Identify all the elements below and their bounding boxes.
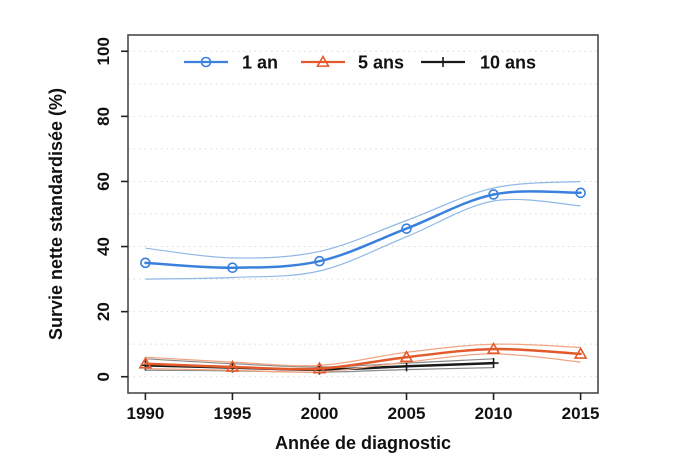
ci-upper-5-ans bbox=[145, 343, 581, 367]
marker-triangle-5-ans-1995 bbox=[225, 359, 240, 372]
legend-triangle-icon bbox=[316, 54, 330, 67]
y-axis-title: Survie nette standardisée (%) bbox=[46, 88, 66, 340]
marker-plus-10-ans-2005 bbox=[401, 361, 412, 372]
legend-label-1-an: 1 an bbox=[242, 53, 278, 73]
series-1-an bbox=[140, 180, 586, 280]
legend-item-5-ans: 5 ans bbox=[301, 53, 404, 73]
legend-plus-icon bbox=[438, 57, 448, 67]
x-tick-label-1990: 1990 bbox=[126, 404, 164, 423]
legend-item-10-ans: 10 ans bbox=[421, 53, 536, 73]
legend-label-5-ans: 5 ans bbox=[358, 53, 404, 73]
y-tick-label-60: 60 bbox=[94, 172, 113, 191]
plot-box bbox=[127, 34, 599, 394]
marker-triangle-5-ans-2010 bbox=[486, 341, 501, 354]
y-tick-label-100: 100 bbox=[94, 37, 113, 65]
marker-circle-1-an-2000 bbox=[314, 255, 325, 267]
y-tick-label-80: 80 bbox=[94, 107, 113, 126]
axis-ticks: 1990 1995 2000 2005 2010 2015 0 20 40 60 80 100 bbox=[94, 37, 600, 423]
y-tick-label-40: 40 bbox=[94, 237, 113, 256]
x-tick-label-2005: 2005 bbox=[388, 404, 426, 423]
marker-triangle-5-ans-2000 bbox=[312, 361, 327, 374]
ci-lower-5-ans bbox=[145, 353, 581, 373]
legend-label-10-ans: 10 ans bbox=[480, 53, 536, 73]
y-tick-label-0: 0 bbox=[94, 372, 113, 381]
marker-triangle-5-ans-2005 bbox=[399, 350, 414, 363]
marker-circle-1-an-2010 bbox=[488, 189, 499, 200]
marker-triangle-5-ans-1990 bbox=[138, 356, 153, 369]
legend: 1 an 5 ans 10 ans bbox=[184, 53, 536, 73]
ci-lower-1-an bbox=[145, 198, 581, 280]
marker-circle-1-an-1995 bbox=[227, 262, 238, 274]
x-tick-label-2010: 2010 bbox=[475, 404, 513, 423]
marker-circle-1-an-1990 bbox=[140, 257, 151, 269]
gridlines bbox=[128, 50, 598, 378]
series-layer bbox=[138, 180, 588, 375]
line-5-ans bbox=[144, 347, 582, 371]
x-tick-label-2015: 2015 bbox=[562, 404, 600, 423]
legend-item-1-an: 1 an bbox=[184, 53, 278, 73]
marker-triangle-5-ans-2015 bbox=[573, 346, 588, 359]
legend-circle-icon bbox=[200, 56, 212, 68]
ci-upper-1-an bbox=[145, 180, 581, 259]
plot-border bbox=[127, 34, 599, 394]
y-tick-label-20: 20 bbox=[94, 302, 113, 321]
marker-plus-10-ans-2010 bbox=[488, 358, 499, 369]
x-tick-label-1995: 1995 bbox=[214, 404, 252, 423]
marker-circle-1-an-2015 bbox=[575, 187, 586, 199]
marker-circle-1-an-2005 bbox=[401, 223, 412, 234]
x-axis-title: Année de diagnostic bbox=[275, 433, 451, 453]
line-1-an bbox=[144, 190, 582, 269]
series-5-ans bbox=[138, 341, 588, 374]
x-tick-label-2000: 2000 bbox=[301, 404, 339, 423]
